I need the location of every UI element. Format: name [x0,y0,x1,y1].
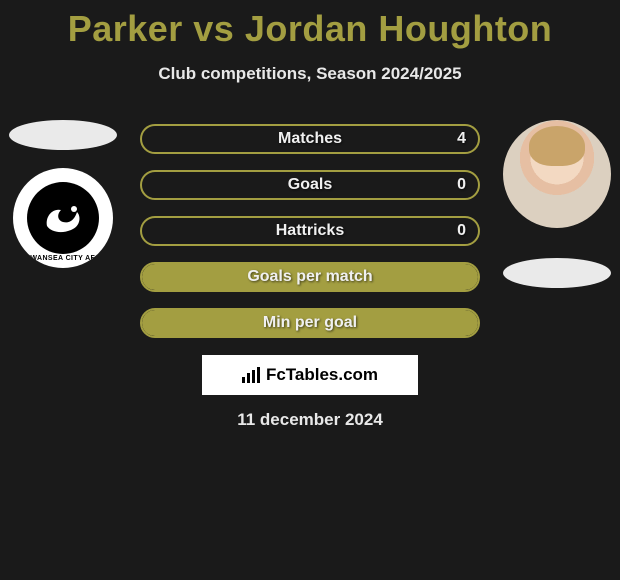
stat-row-min-per-goal: Min per goal [140,308,480,338]
stat-right-value: 0 [457,222,466,240]
right-player-photo [503,120,611,228]
stat-label: Goals per match [142,268,478,286]
left-club-badge: SWANSEA CITY AFC [13,168,113,268]
left-player-column: SWANSEA CITY AFC [8,120,118,268]
left-player-photo-placeholder [9,120,117,150]
stat-row-matches: Matches 4 [140,124,480,154]
subtitle: Club competitions, Season 2024/2025 [0,64,620,84]
stat-right-value: 4 [457,130,466,148]
brand-logo[interactable]: FcTables.com [202,355,418,395]
swan-icon [41,194,85,238]
stat-row-goals-per-match: Goals per match [140,262,480,292]
right-club-badge-placeholder [503,258,611,288]
stat-right-value: 0 [457,176,466,194]
date-label: 11 december 2024 [0,410,620,430]
right-player-column [502,120,612,288]
page-title: Parker vs Jordan Houghton [0,0,620,50]
stat-label: Goals [142,176,478,194]
stat-row-goals: Goals 0 [140,170,480,200]
stats-container: Matches 4 Goals 0 Hattricks 0 Goals per … [140,124,480,354]
brand-name: FcTables.com [266,365,378,385]
stat-label: Min per goal [142,314,478,332]
swansea-badge-inner [27,182,99,254]
stat-label: Matches [142,130,478,148]
bar-chart-icon [242,367,262,383]
left-club-name: SWANSEA CITY AFC [13,255,113,262]
stat-label: Hattricks [142,222,478,240]
stat-row-hattricks: Hattricks 0 [140,216,480,246]
